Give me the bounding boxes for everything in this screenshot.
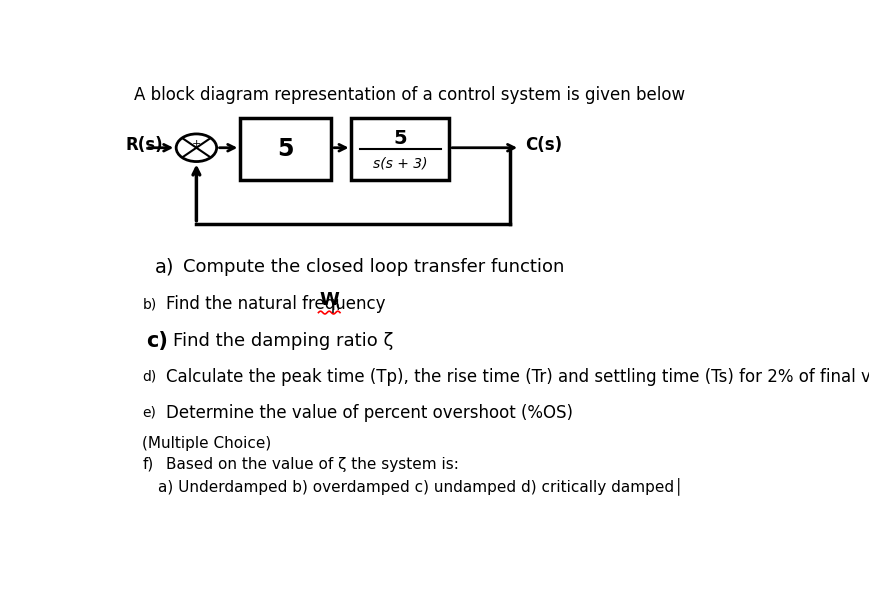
Bar (240, 118, 331, 180)
Text: b): b) (143, 297, 156, 312)
Text: Calculate the peak time (Tp), the rise time (Tr) and settling time (Ts) for 2% o: Calculate the peak time (Tp), the rise t… (166, 368, 869, 386)
Text: 5: 5 (277, 137, 294, 161)
Text: W: W (320, 291, 339, 309)
Text: R(s): R(s) (125, 136, 163, 154)
Text: Based on the value of ζ the system is:: Based on the value of ζ the system is: (166, 456, 459, 472)
Text: Find the damping ratio ζ: Find the damping ratio ζ (173, 332, 393, 350)
Text: c): c) (146, 331, 168, 351)
Text: (Multiple Choice): (Multiple Choice) (143, 437, 271, 451)
Text: n: n (332, 300, 340, 313)
Text: Compute the closed loop transfer function: Compute the closed loop transfer functio… (182, 258, 564, 276)
Text: s(s + 3): s(s + 3) (373, 156, 428, 170)
Text: A block diagram representation of a control system is given below: A block diagram representation of a cont… (134, 86, 685, 103)
Text: C(s): C(s) (525, 136, 562, 154)
Text: f): f) (143, 456, 154, 472)
Text: Find the natural frequency: Find the natural frequency (166, 295, 390, 313)
Text: a): a) (155, 258, 174, 277)
Text: a) Underdamped b) overdamped c) undamped d) critically damped│: a) Underdamped b) overdamped c) undamped… (158, 477, 682, 495)
Text: e): e) (143, 405, 156, 420)
Bar (351, 118, 448, 180)
Text: 5: 5 (393, 129, 407, 148)
Text: +: + (191, 139, 201, 148)
Text: Determine the value of percent overshoot (%OS): Determine the value of percent overshoot… (166, 404, 573, 422)
Text: d): d) (143, 370, 156, 383)
